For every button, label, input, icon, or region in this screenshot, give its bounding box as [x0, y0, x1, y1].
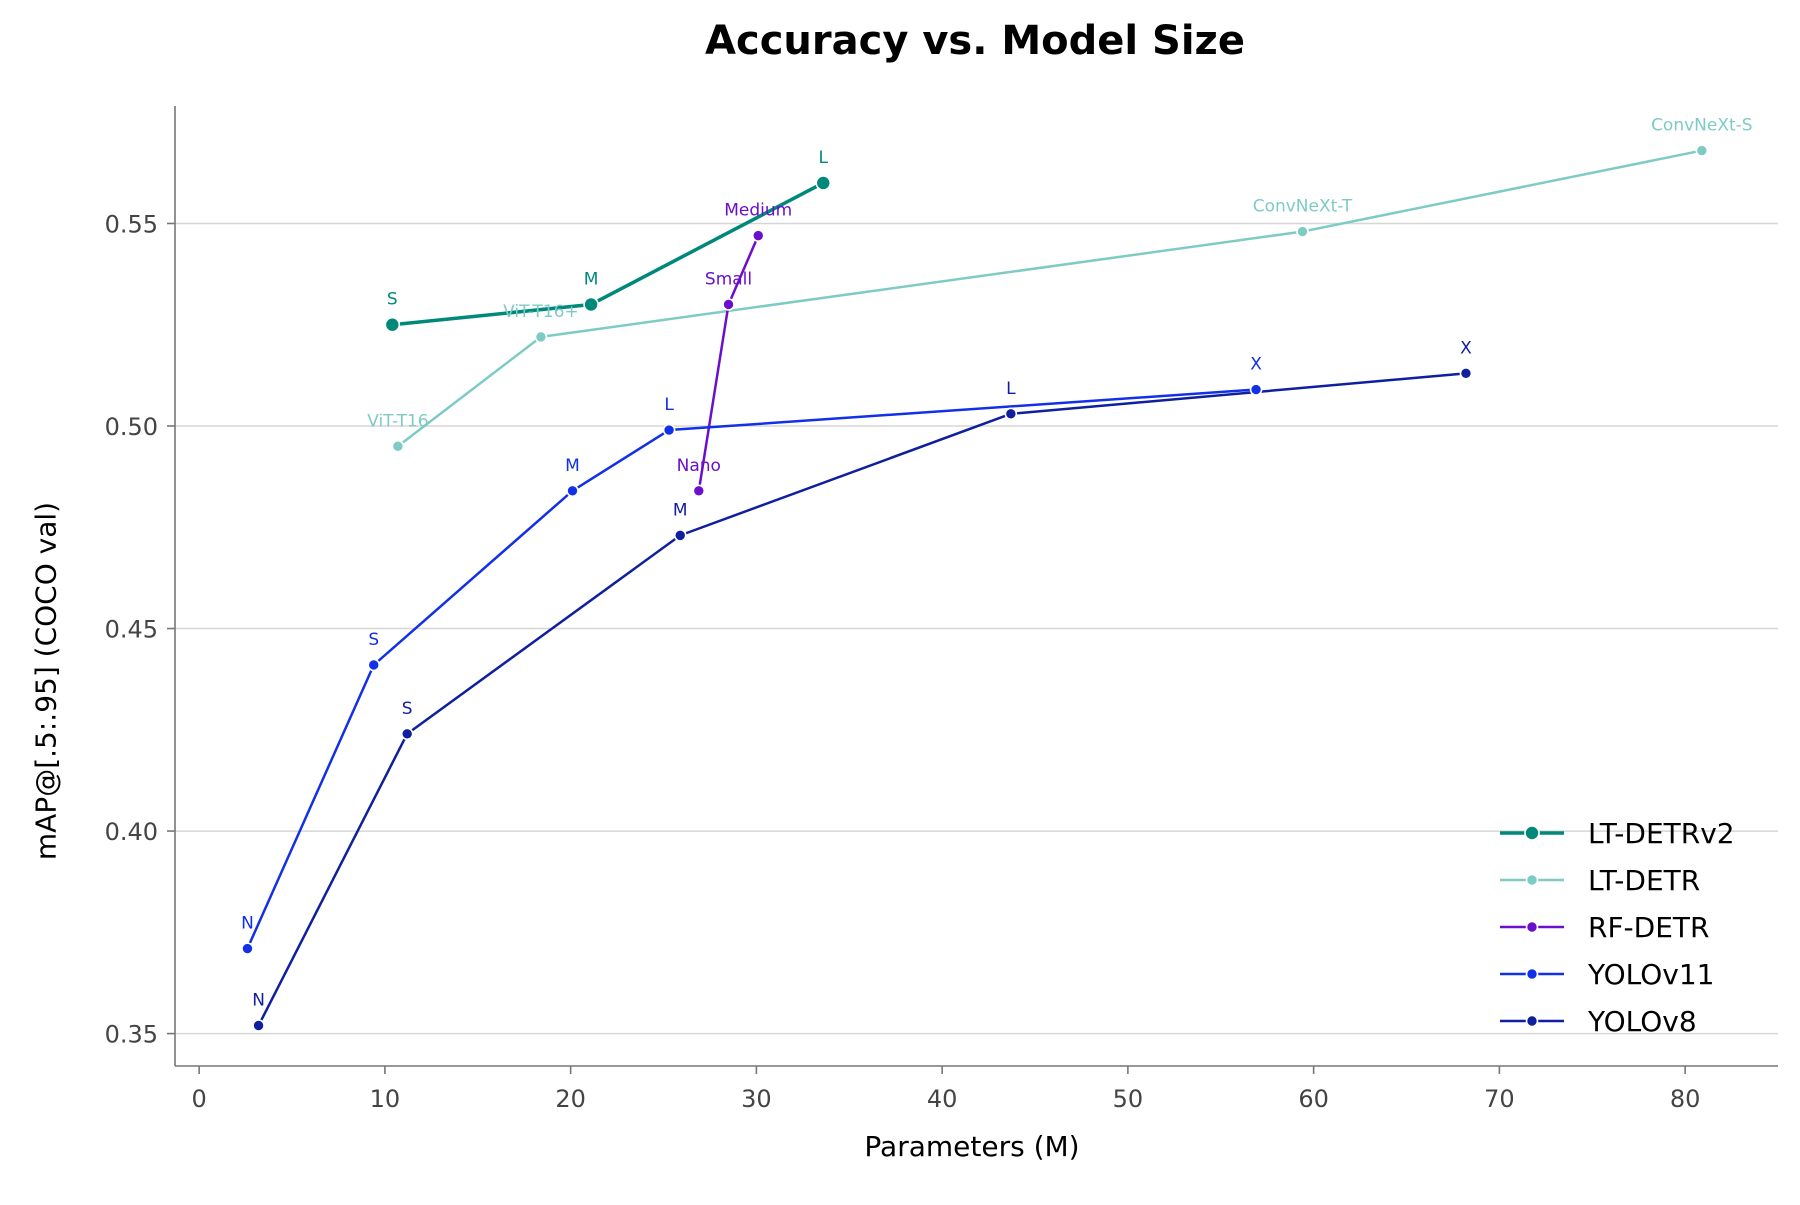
- data-point-yolov11: [662, 423, 676, 437]
- point-label-rf-detr: Nano: [677, 456, 721, 476]
- data-point-yolov11: [241, 942, 254, 955]
- y-tick-label: 0.50: [105, 413, 158, 441]
- point-label-yolov11: N: [241, 914, 254, 934]
- data-point-lt-detr: [534, 330, 548, 344]
- x-axis-label: Parameters (M): [864, 1130, 1080, 1163]
- point-label-yolov8: X: [1460, 338, 1472, 358]
- legend-label-lt-detr: LT-DETR: [1588, 864, 1700, 897]
- legend-label-rf-detr: RF-DETR: [1588, 911, 1709, 944]
- data-point-yolov8: [252, 1019, 265, 1032]
- point-label-yolov11: X: [1250, 355, 1262, 375]
- data-point-yolov8: [673, 529, 687, 542]
- series-line-lt-detr: [396, 149, 1704, 448]
- legend-label-lt-detrv2: LT-DETRv2: [1588, 817, 1735, 850]
- point-label-yolov8: S: [402, 699, 413, 719]
- legend-marker-lt-detr: [1525, 873, 1539, 887]
- data-point-lt-detr: [1296, 225, 1309, 238]
- point-label-lt-detr: ConvNeXt-T: [1253, 197, 1353, 217]
- y-axis-label: mAP@[.5:.95] (COCO val): [29, 501, 63, 861]
- x-tick-label: 50: [1113, 1085, 1144, 1113]
- point-label-yolov11: L: [664, 395, 674, 415]
- data-point-lt-detrv2: [583, 296, 599, 313]
- series-line-yolov8: [257, 372, 1468, 1027]
- point-label-lt-detr: ConvNeXt-S: [1651, 116, 1753, 136]
- x-tick-label: 10: [370, 1085, 401, 1113]
- point-label-yolov11: S: [368, 630, 379, 650]
- x-tick-label: 30: [741, 1085, 772, 1113]
- data-point-lt-detr: [1695, 144, 1709, 157]
- legend-marker-yolov8: [1525, 1014, 1539, 1028]
- y-tick-label: 0.55: [105, 210, 158, 238]
- legend-marker-rf-detr: [1525, 920, 1539, 934]
- data-point-rf-detr: [751, 229, 765, 242]
- point-label-rf-detr: Small: [705, 269, 752, 289]
- point-label-yolov8: N: [252, 990, 265, 1010]
- x-tick-label: 20: [555, 1085, 586, 1113]
- point-label-lt-detrv2: S: [387, 290, 398, 310]
- y-tick-label: 0.45: [105, 616, 158, 644]
- point-label-yolov8: M: [673, 500, 688, 520]
- legend-label-yolov8: YOLOv8: [1587, 1005, 1697, 1038]
- data-point-lt-detrv2: [384, 316, 401, 333]
- point-label-yolov8: L: [1006, 379, 1016, 399]
- data-point-yolov11: [367, 658, 381, 672]
- point-label-yolov11: M: [565, 456, 580, 476]
- x-tick-label: 60: [1298, 1085, 1329, 1113]
- y-tick-label: 0.35: [105, 1021, 158, 1049]
- point-label-lt-detrv2: L: [819, 148, 829, 168]
- y-tick-label: 0.40: [105, 818, 158, 846]
- point-label-lt-detrv2: M: [584, 269, 599, 289]
- x-tick-label: 40: [927, 1085, 958, 1113]
- point-label-rf-detr: Medium: [724, 201, 792, 221]
- legend-label-yolov11: YOLOv11: [1587, 958, 1714, 991]
- legend-marker-yolov11: [1525, 967, 1539, 981]
- point-label-lt-detr: ViT-T16: [367, 411, 428, 431]
- data-point-yolov8: [1004, 407, 1018, 421]
- series-line-yolov11: [246, 388, 1258, 950]
- chart-title: Accuracy vs. Model Size: [705, 18, 1245, 64]
- data-point-yolov8: [1459, 367, 1473, 380]
- point-label-lt-detr: ViT-T16+: [503, 302, 579, 322]
- data-point-lt-detr: [391, 439, 405, 453]
- data-point-lt-detrv2: [815, 175, 832, 191]
- data-point-yolov11: [566, 484, 579, 498]
- x-tick-label: 0: [192, 1085, 207, 1113]
- data-point-yolov8: [400, 727, 414, 741]
- x-tick-label: 70: [1484, 1085, 1515, 1113]
- x-tick-label: 80: [1670, 1085, 1701, 1113]
- data-point-rf-detr: [722, 298, 735, 311]
- legend-marker-lt-detrv2: [1524, 825, 1540, 841]
- data-point-yolov11: [1249, 383, 1263, 396]
- data-point-rf-detr: [692, 484, 706, 498]
